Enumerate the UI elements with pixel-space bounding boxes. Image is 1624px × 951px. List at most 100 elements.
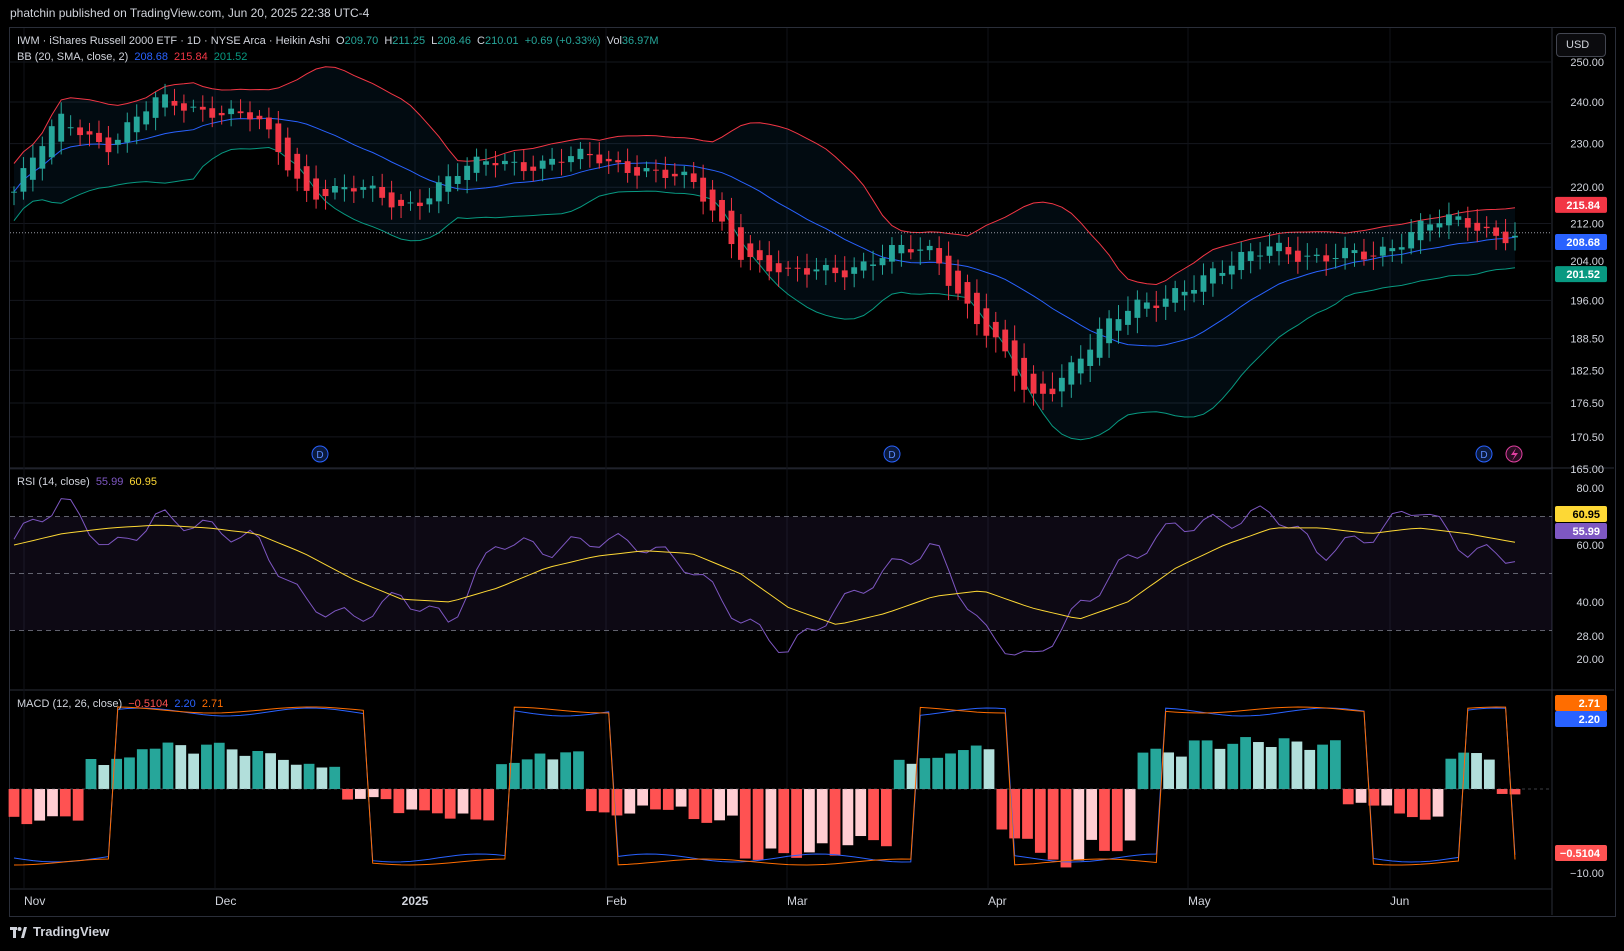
price-tick-label: 196.00 <box>1570 295 1604 307</box>
bb-basis-value: 208.68 <box>134 51 168 63</box>
macd-histogram-bar <box>1086 789 1098 840</box>
macd-histogram-bar <box>1317 744 1328 789</box>
candle-body <box>86 131 93 135</box>
candle-body <box>1002 329 1009 352</box>
macd-histogram-bar <box>1163 752 1175 789</box>
candle-body <box>1408 232 1415 249</box>
bb-basis-tag-bg <box>1555 233 1607 250</box>
candle-body <box>265 117 272 130</box>
footer-brand-label: TradingView <box>33 924 110 939</box>
currency-button[interactable]: USD <box>1556 33 1606 57</box>
candle-body <box>662 169 669 178</box>
macd-histogram-bar <box>380 789 392 800</box>
candle-body <box>133 116 140 133</box>
macd-histogram-bar <box>624 789 636 814</box>
candle-body <box>1068 362 1075 385</box>
macd-legend[interactable]: MACD (12, 26, close) −0.5104 2.20 2.71 <box>17 698 226 710</box>
candle-body <box>719 199 725 222</box>
candle-body <box>171 100 178 106</box>
candle-body <box>1379 246 1386 256</box>
macd-histogram-bar <box>739 789 751 859</box>
candle-body <box>407 202 414 204</box>
footer-brand[interactable]: TradingView <box>10 924 109 939</box>
bb-legend[interactable]: BB (20, SMA, close, 2) 208.68 215.84 201… <box>17 51 250 63</box>
bb-lower-line <box>13 146 1516 441</box>
candle-body <box>520 162 527 172</box>
candle-body <box>29 157 36 180</box>
macd-histogram-bar <box>675 789 687 807</box>
candle-body <box>1143 302 1150 309</box>
candle-body <box>1153 305 1160 308</box>
candle-body <box>237 111 244 114</box>
candle-body <box>417 202 423 207</box>
macd-histogram-bar <box>98 765 110 789</box>
price-tick-label: 176.50 <box>1570 398 1604 410</box>
candle-body <box>1361 251 1367 260</box>
candle-body <box>1162 298 1169 307</box>
macd-histogram-bar <box>1201 740 1213 789</box>
macd-histogram-bar <box>303 763 315 789</box>
signal-line <box>13 706 1516 866</box>
candle-body <box>190 106 197 108</box>
macd-hist-value: −0.5104 <box>128 698 169 710</box>
candle-body <box>67 127 74 129</box>
candle-body <box>1181 291 1188 296</box>
dividend-letter: D <box>316 450 323 461</box>
macd-histogram-bar <box>547 759 559 789</box>
price-legend: IWM · iShares Russell 2000 ETF · 1D · NY… <box>17 35 662 47</box>
chart-frame[interactable] <box>9 27 1616 917</box>
macd-histogram-bar <box>59 789 71 817</box>
macd-histogram-bar <box>752 789 764 860</box>
macd-histogram-bar <box>791 789 802 858</box>
candle-body <box>898 244 905 254</box>
candle-body <box>1049 388 1056 395</box>
macd-histogram-bar <box>1137 752 1149 789</box>
candle-body <box>341 187 348 190</box>
macd-histogram-bar <box>496 764 507 789</box>
candle-body <box>1266 246 1273 256</box>
candle-body <box>539 160 546 169</box>
macd-histogram-bar <box>175 745 187 789</box>
candle-body <box>1021 357 1028 390</box>
candle-body <box>294 153 301 179</box>
macd-histogram-bar <box>945 753 956 789</box>
candle-body <box>1436 223 1443 228</box>
candle-body <box>275 123 282 153</box>
candle-body <box>1474 222 1481 231</box>
candle-body <box>350 188 357 192</box>
macd-histogram-bar <box>1009 789 1021 839</box>
candle-body <box>756 250 763 261</box>
rsi-legend[interactable]: RSI (14, close) 55.99 60.95 <box>17 476 160 488</box>
macd-histogram-bar <box>85 759 97 789</box>
macd-histogram-bar <box>893 759 905 789</box>
candle-body <box>907 249 914 253</box>
candle-body <box>1191 289 1197 294</box>
rsi-tick-label: 20.00 <box>1576 654 1604 666</box>
rsi-ma-tag: 60.95 <box>1555 506 1607 522</box>
tradingview-logo-icon <box>10 926 27 938</box>
candle-body <box>832 267 839 274</box>
macd-histogram-bar <box>329 766 341 789</box>
macd-histogram-bar <box>932 757 944 789</box>
macd-histogram-bar <box>880 789 892 847</box>
candle-body <box>1276 242 1282 252</box>
candle-body <box>332 186 338 193</box>
candle-body <box>1285 246 1292 255</box>
macd-histogram-bar <box>226 749 238 789</box>
bb-upper-tag-text: 215.84 <box>1566 200 1601 212</box>
candle-body <box>926 245 933 251</box>
candle-body <box>690 173 697 183</box>
rsi-label: RSI (14, close) <box>17 476 90 488</box>
bb-lower-tag-bg <box>1555 266 1607 283</box>
candle-body <box>39 146 46 169</box>
macd-histogram-bar <box>316 767 328 789</box>
candle-body <box>879 258 886 266</box>
candle-body <box>983 308 990 336</box>
candle-body <box>643 168 650 172</box>
candle-body <box>1304 255 1311 257</box>
macd-histogram-bar <box>1394 789 1405 814</box>
symbol-title[interactable]: IWM · iShares Russell 2000 ETF · 1D · NY… <box>17 35 330 47</box>
candle-body <box>964 282 971 304</box>
bb-lower-tag: 201.52 <box>1555 266 1607 283</box>
